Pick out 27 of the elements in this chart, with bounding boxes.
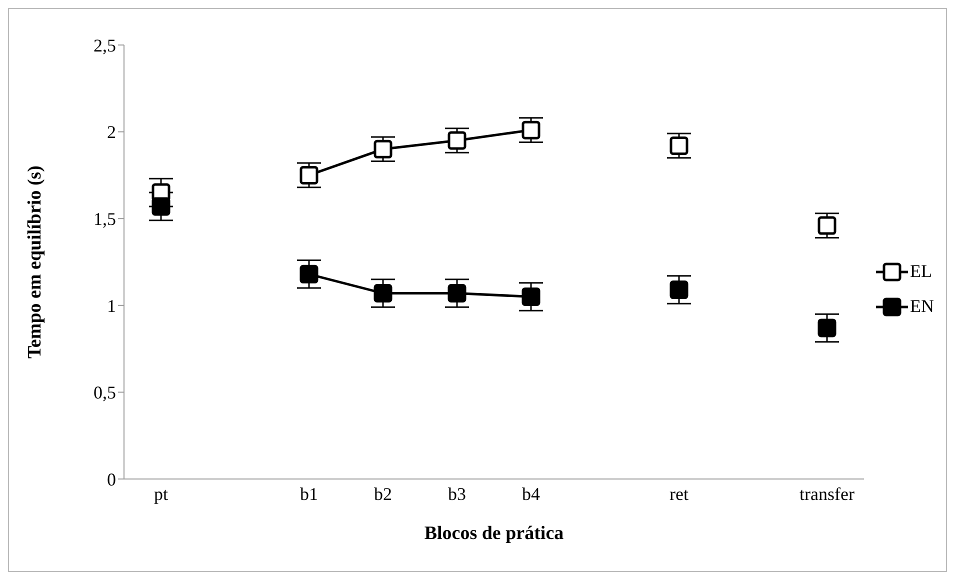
x-tick-label: ret [670,484,688,504]
x-tick-label: b3 [448,484,466,504]
point [374,284,392,302]
y-tick-label: 1 [107,296,116,316]
point [670,280,688,300]
y-axis-title: Tempo em equilíbrio (s) [24,166,46,358]
x-axis-title: Blocos de prática [424,523,564,544]
point [448,284,466,302]
legend-label: EN [910,296,934,317]
point [670,136,688,155]
y-tick-label: 2,5 [94,35,116,56]
point [300,166,318,184]
y-tick-label: 1,5 [94,208,116,229]
point [818,318,836,338]
point [300,264,318,284]
x-tick-label: pt [154,484,168,504]
y-tick-label: 0,5 [94,382,116,403]
point [374,140,392,158]
legend-label: EL [910,261,932,282]
y-tick-label: 0 [107,469,116,490]
x-tick-label: b1 [300,484,318,504]
point [152,197,170,216]
x-tick-label: b2 [374,484,392,504]
point [522,287,540,306]
x-tick-label: b4 [522,484,540,504]
x-tick-label: transfer [800,484,854,504]
y-tick-label: 2 [107,122,116,142]
